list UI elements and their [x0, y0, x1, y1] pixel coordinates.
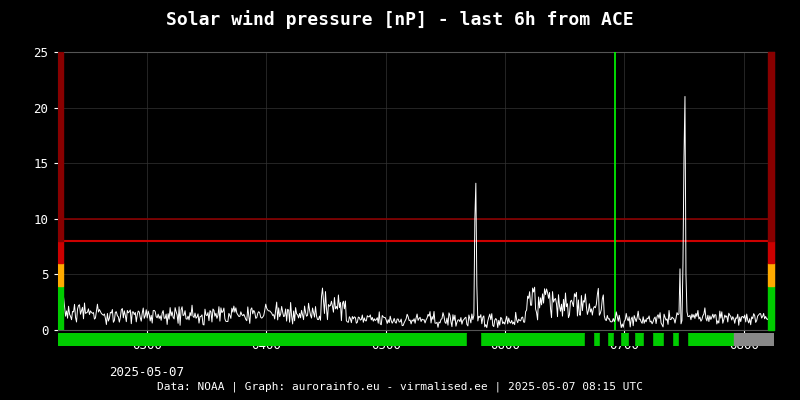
Bar — [58, 52, 63, 241]
Bar — [58, 286, 63, 330]
Bar — [768, 52, 774, 241]
Bar — [664, 333, 672, 346]
Text: 2025-05-07: 2025-05-07 — [110, 366, 185, 379]
Text: Solar wind pressure [nP] - last 6h from ACE: Solar wind pressure [nP] - last 6h from … — [166, 10, 634, 29]
Bar — [58, 263, 63, 286]
Bar — [768, 286, 774, 330]
Bar — [734, 333, 774, 346]
Bar — [630, 333, 634, 346]
Bar — [679, 333, 687, 346]
Bar — [614, 333, 621, 346]
Bar — [768, 263, 774, 286]
Bar — [467, 333, 480, 346]
Bar — [58, 241, 63, 263]
Bar — [644, 333, 652, 346]
Text: Data: NOAA | Graph: aurorainfo.eu - virmalised.ee | 2025-05-07 08:15 UTC: Data: NOAA | Graph: aurorainfo.eu - virm… — [157, 382, 643, 392]
Bar — [768, 241, 774, 263]
Bar — [599, 333, 606, 346]
Bar — [585, 333, 593, 346]
